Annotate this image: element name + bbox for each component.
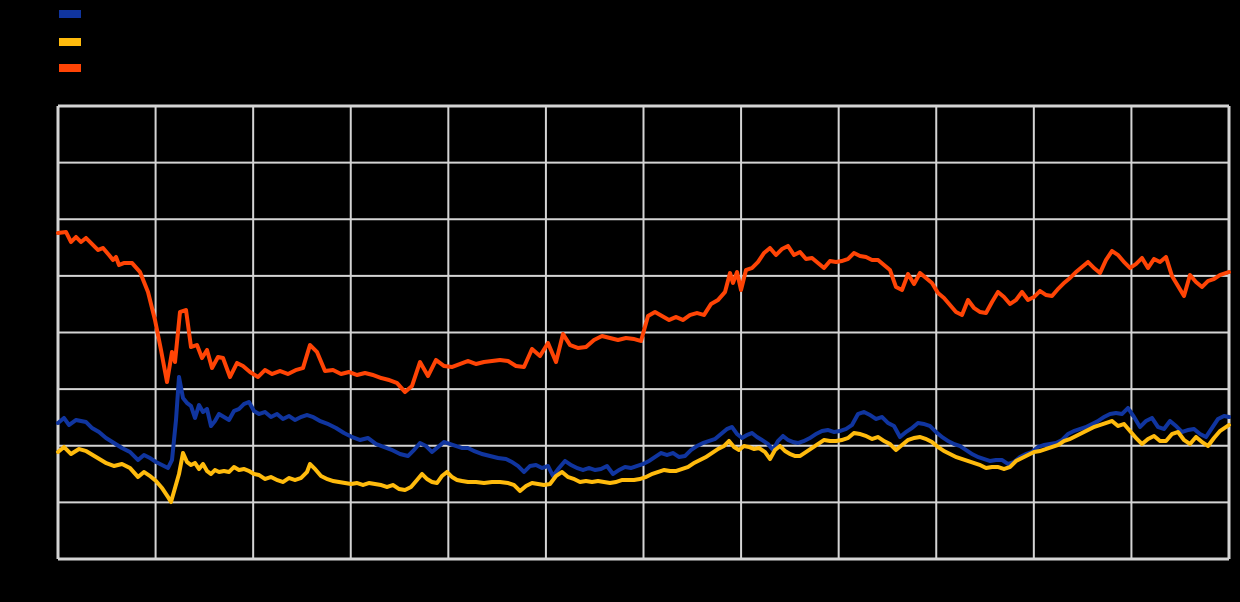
series-yellow-line <box>56 419 1231 504</box>
legend-swatch-blue <box>59 10 81 18</box>
series-lines <box>56 230 1231 504</box>
gridlines <box>56 104 1231 561</box>
chart-legend <box>59 10 81 73</box>
legend-swatch-orange <box>59 64 81 72</box>
series-orange-line <box>56 230 1231 394</box>
legend-swatch-yellow <box>59 38 81 46</box>
